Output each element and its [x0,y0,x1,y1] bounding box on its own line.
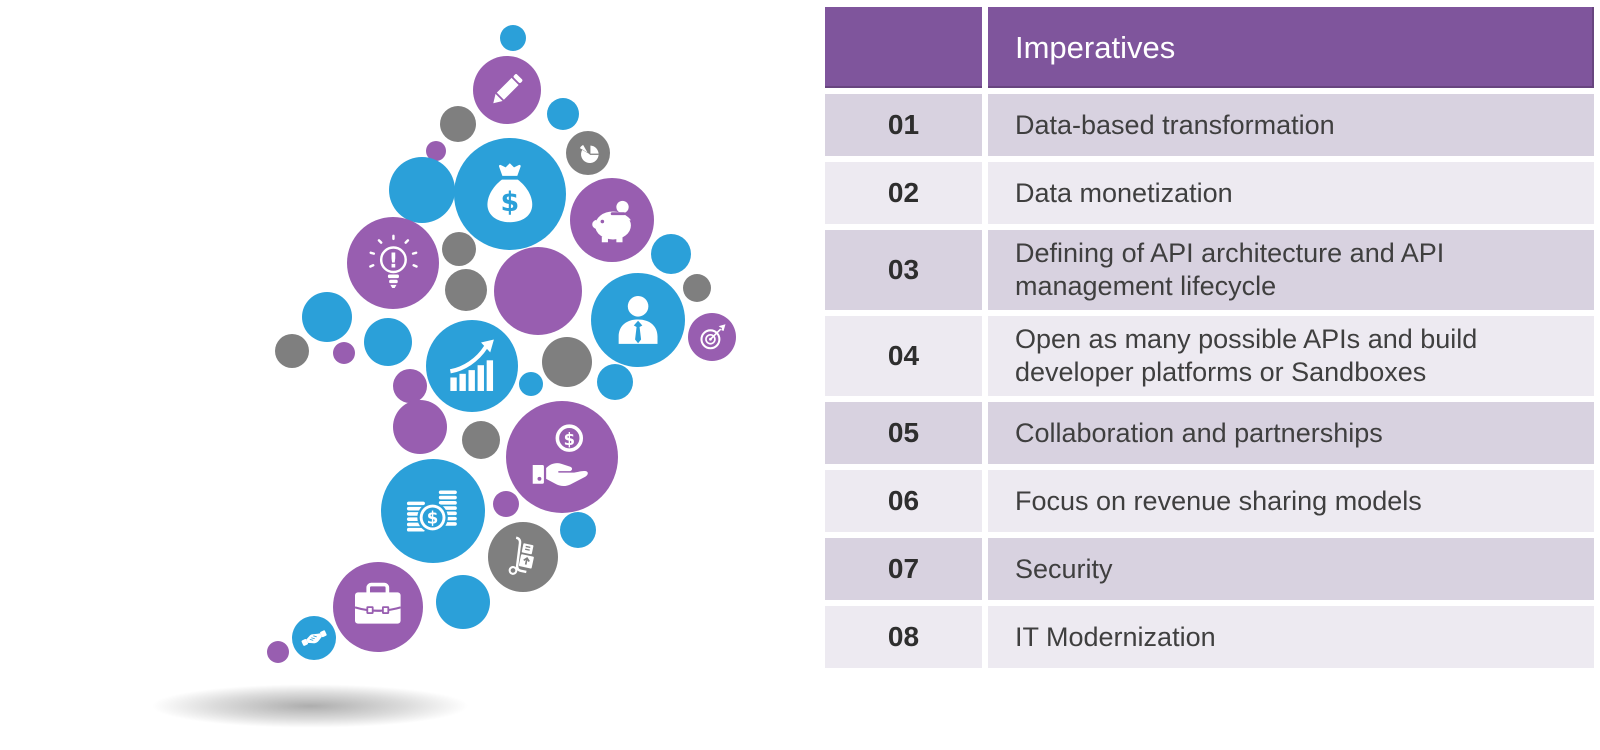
growth-chart-bubble [426,320,518,412]
bubble [389,157,455,223]
growth-chart-icon [443,337,502,396]
bubble [560,512,596,548]
row-number: 02 [825,162,982,224]
svg-text:$: $ [501,187,520,218]
idea-bulb-bubble: ! [347,217,439,309]
bubble [494,247,582,335]
row-number: 07 [825,538,982,600]
row-number: 01 [825,94,982,156]
pie-chart-icon [574,139,602,167]
ground-shadow [150,684,470,728]
pie-chart-bubble [566,131,610,175]
bubble [542,337,592,387]
row-label: Security [988,538,1594,600]
bubble [393,369,427,403]
bubble [302,292,352,342]
table-row: 02 Data monetization [825,162,1594,224]
row-label: Data monetization [988,162,1594,224]
row-label: Data-based transformation [988,94,1594,156]
piggy-bank-bubble [570,178,654,262]
table-header-title-cell: Imperatives [988,7,1594,88]
bubble [426,141,446,161]
bubble [683,274,711,302]
bubble [364,318,412,366]
hand-truck-bubble [488,522,558,592]
coin-hand-icon: $ [526,421,598,493]
money-bag-icon: $ [474,158,546,230]
idea-bulb-icon: ! [364,234,423,293]
person-bubble [591,273,685,367]
row-number: 04 [825,316,982,396]
row-label: Focus on revenue sharing models [988,470,1594,532]
table-title: Imperatives [1015,30,1176,65]
target-bubble [688,313,736,361]
bubble [597,364,633,400]
briefcase-bubble [333,562,423,652]
coin-stack-bubble: $ [381,459,485,563]
pencil-icon [485,68,529,112]
bubble [267,641,289,663]
svg-text:!: ! [388,248,398,272]
handshake-icon [300,624,328,652]
row-label: Collaboration and partnerships [988,402,1594,464]
bubble [440,106,476,142]
row-number: 06 [825,470,982,532]
row-number: 05 [825,402,982,464]
bubble [519,372,543,396]
table-row: 04 Open as many possible APIs and build d… [825,316,1594,396]
target-icon [697,322,728,353]
bubble [500,25,526,51]
pencil-bubble [473,56,541,124]
piggy-bank-icon [585,193,639,247]
svg-text:$: $ [564,430,575,449]
coin-stack-icon: $ [400,478,467,545]
briefcase-icon [349,578,407,636]
table-row: 05 Collaboration and partnerships [825,402,1594,464]
row-label: IT Modernization [988,606,1594,668]
table-row: 01 Data-based transformation [825,94,1594,156]
bubble [445,269,487,311]
table-header-number-cell [825,7,982,88]
bubble [493,491,519,517]
table-body: 01 Data-based transformation 02 Data moneti… [825,94,1594,668]
table-row: 06 Focus on revenue sharing models [825,470,1594,532]
bubble [547,98,579,130]
table-header-row: Imperatives [825,7,1594,88]
table-row: 03 Defining of API architecture and API m… [825,230,1594,310]
bubble [442,232,476,266]
row-label: Open as many possible APIs and build dev… [988,316,1594,396]
row-number: 03 [825,230,982,310]
svg-text:$: $ [427,508,439,527]
person-icon [608,290,668,350]
row-number: 08 [825,606,982,668]
bubble [436,575,490,629]
table-row: 08 IT Modernization [825,606,1594,668]
hand-truck-icon [501,535,546,580]
handshake-bubble [292,616,336,660]
row-label: Defining of API architecture and API man… [988,230,1594,310]
bubble [651,234,691,274]
coin-hand-bubble: $ [506,401,618,513]
bubble [462,421,500,459]
table-row: 07 Security [825,538,1594,600]
bubble [275,334,309,368]
bubble [393,400,447,454]
bubble [333,342,355,364]
money-bag-bubble: $ [454,138,566,250]
imperatives-table: Imperatives 01 Data-based transformation 0… [825,7,1594,674]
